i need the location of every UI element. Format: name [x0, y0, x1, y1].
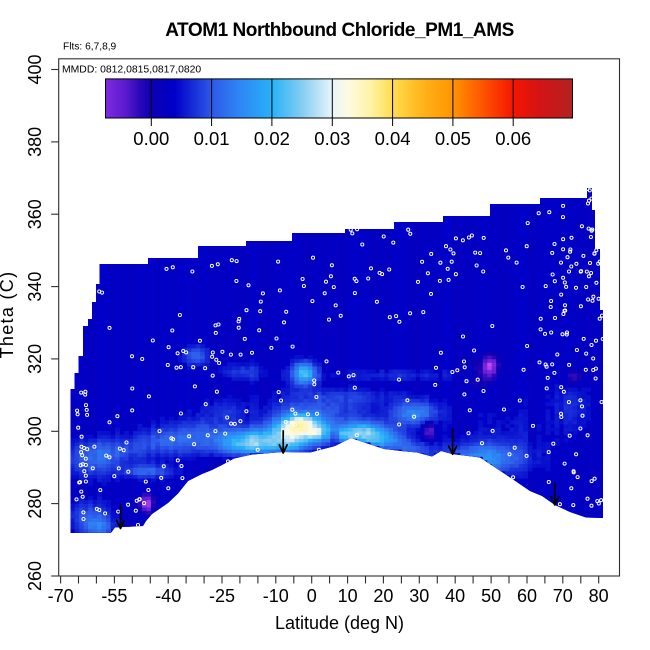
svg-text:40: 40 [445, 586, 465, 606]
svg-text:0.03: 0.03 [314, 128, 350, 149]
svg-text:0.05: 0.05 [435, 128, 471, 149]
svg-text:Flts: 6,7,8,9: Flts: 6,7,8,9 [63, 42, 117, 53]
svg-text:MMDD: 0812,0815,0817,0820: MMDD: 0812,0815,0817,0820 [62, 65, 201, 76]
svg-text:Latitude (deg N): Latitude (deg N) [275, 613, 404, 633]
svg-text:400: 400 [25, 54, 45, 84]
svg-text:-25: -25 [209, 586, 235, 606]
svg-text:0.01: 0.01 [194, 128, 230, 149]
svg-text:-40: -40 [155, 586, 181, 606]
svg-text:0.04: 0.04 [375, 128, 411, 149]
svg-text:0.00: 0.00 [133, 128, 169, 149]
svg-text:-10: -10 [263, 586, 289, 606]
svg-text:380: 380 [25, 127, 45, 157]
svg-text:20: 20 [373, 586, 393, 606]
svg-text:360: 360 [25, 199, 45, 229]
svg-text:0.06: 0.06 [495, 128, 531, 149]
svg-text:300: 300 [25, 416, 45, 446]
svg-text:50: 50 [481, 586, 501, 606]
svg-text:ATOM1 Northbound Chloride_PM1_: ATOM1 Northbound Chloride_PM1_AMS [165, 20, 514, 41]
svg-text:80: 80 [589, 586, 609, 606]
svg-text:320: 320 [25, 344, 45, 374]
svg-text:260: 260 [25, 561, 45, 591]
svg-text:0.02: 0.02 [254, 128, 290, 149]
svg-text:-70: -70 [48, 586, 74, 606]
svg-text:Theta (C): Theta (C) [0, 271, 17, 359]
svg-text:0: 0 [307, 586, 317, 606]
svg-text:-55: -55 [101, 586, 127, 606]
svg-text:340: 340 [25, 272, 45, 302]
svg-text:280: 280 [25, 489, 45, 519]
svg-text:30: 30 [409, 586, 429, 606]
svg-text:70: 70 [553, 586, 573, 606]
svg-text:10: 10 [338, 586, 358, 606]
svg-text:60: 60 [517, 586, 537, 606]
